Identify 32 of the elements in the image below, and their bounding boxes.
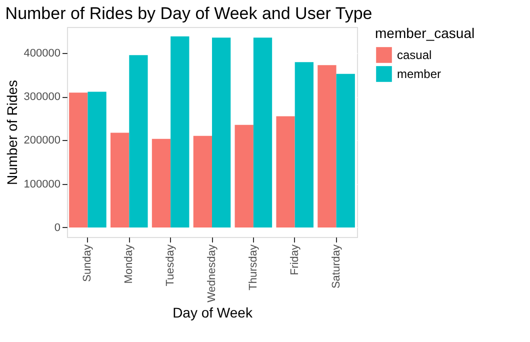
x-tick-label: Friday [288, 244, 301, 276]
x-tick-label: Saturday [330, 244, 342, 289]
y-tick-label: 400000 [24, 47, 60, 60]
bar [193, 136, 212, 228]
x-tick-label: Monday [123, 244, 136, 284]
bar [294, 62, 314, 228]
bar [129, 55, 148, 228]
y-tick-label: 100000 [24, 178, 60, 190]
bar [253, 38, 272, 228]
x-tick-label: Tuesday [164, 244, 177, 286]
bar [234, 124, 254, 228]
legend-label: member [397, 67, 442, 81]
bar [318, 65, 336, 228]
legend-label: casual [397, 48, 432, 62]
x-axis-title: Day of Week [172, 304, 254, 320]
y-tick-label: 200000 [24, 134, 60, 147]
y-tick-label: 0 [54, 222, 60, 234]
legend-title: member_casual [375, 25, 475, 41]
bar [88, 92, 106, 228]
y-tick-label: 300000 [24, 91, 60, 104]
x-tick-label: Thursday [247, 244, 260, 290]
bar [212, 38, 231, 228]
bar [110, 132, 130, 228]
bar [69, 92, 88, 228]
y-axis-title: Number of Rides [4, 80, 20, 186]
bar [276, 116, 295, 228]
bar [170, 36, 190, 228]
chart-title: Number of Rides by Day of Week and User Type [5, 4, 372, 23]
bar [152, 138, 171, 228]
x-tick-label: Wednesday [206, 244, 218, 302]
bar [336, 74, 355, 228]
x-tick-label: Sunday [82, 244, 94, 282]
